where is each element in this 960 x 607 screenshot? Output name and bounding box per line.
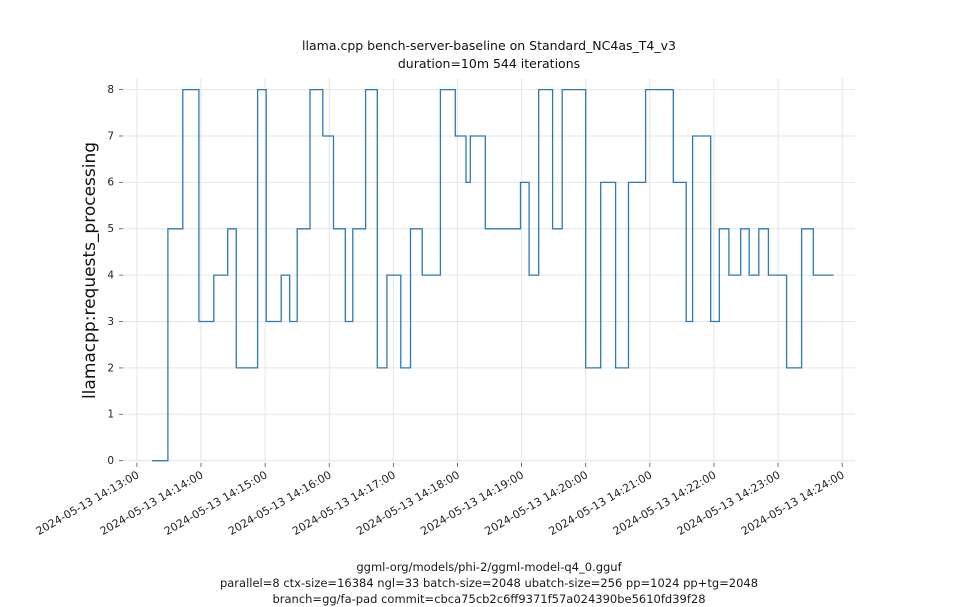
x-tick-label: 2024-05-13 14:19:00 xyxy=(418,468,526,538)
x-tick-label: 2024-05-13 14:22:00 xyxy=(611,468,719,538)
series-line-requests-processing xyxy=(151,88,834,462)
x-tick-label: 2024-05-13 14:14:00 xyxy=(98,468,206,538)
y-tick-label: 7 xyxy=(107,130,114,142)
x-tick-label: 2024-05-13 14:21:00 xyxy=(547,468,655,538)
y-tick-label: 1 xyxy=(107,409,114,421)
y-tick-label: 5 xyxy=(107,223,114,235)
y-tick-label: 0 xyxy=(107,455,114,467)
x-tick-label: 2024-05-13 14:24:00 xyxy=(739,468,847,538)
footer-params: parallel=8 ctx-size=16384 ngl=33 batch-s… xyxy=(219,576,759,590)
x-tick-label: 2024-05-13 14:17:00 xyxy=(290,468,398,538)
y-tick-label: 4 xyxy=(107,269,114,281)
footer-model-path: ggml-org/models/phi-2/ggml-model-q4_0.gg… xyxy=(356,560,622,574)
y-tick-label: 2 xyxy=(107,362,114,374)
chart-title: llama.cpp bench-server-baseline on Stand… xyxy=(302,38,676,53)
chart-subtitle: duration=10m 544 iterations xyxy=(397,56,581,71)
y-tick-label: 3 xyxy=(107,316,114,328)
y-tick-label: 6 xyxy=(107,177,114,189)
footer-branch-commit: branch=gg/fa-pad commit=cbca75cb2c6ff937… xyxy=(272,592,706,606)
x-tick-label: 2024-05-13 14:13:00 xyxy=(34,468,142,538)
x-tick-label: 2024-05-13 14:23:00 xyxy=(675,468,783,538)
y-tick-label: 8 xyxy=(107,84,114,96)
x-tick-label: 2024-05-13 14:15:00 xyxy=(162,468,270,538)
x-tick-label: 2024-05-13 14:20:00 xyxy=(483,468,591,538)
x-tick-label: 2024-05-13 14:18:00 xyxy=(354,468,462,538)
x-tick-label: 2024-05-13 14:16:00 xyxy=(226,468,334,538)
